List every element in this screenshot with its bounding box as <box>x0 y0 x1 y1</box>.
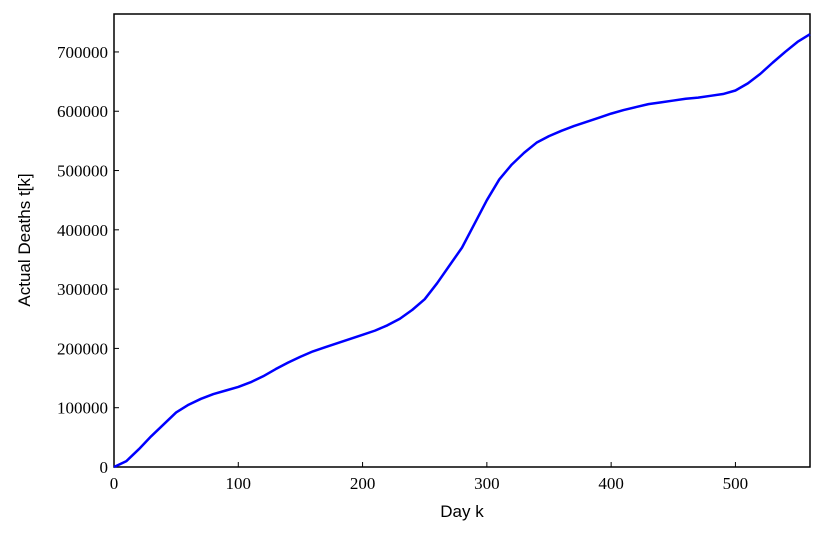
x-axis-label: Day k <box>440 502 484 521</box>
y-tick-label: 400000 <box>57 221 108 240</box>
x-tick-label: 300 <box>474 474 500 493</box>
y-tick-label: 100000 <box>57 399 108 418</box>
x-tick-label: 200 <box>350 474 376 493</box>
y-tick-label: 0 <box>100 458 109 477</box>
x-tick-label: 500 <box>723 474 749 493</box>
y-tick-label: 200000 <box>57 339 108 358</box>
y-tick-label: 600000 <box>57 102 108 121</box>
data-line <box>113 33 811 469</box>
y-axis-label: Actual Deaths t[k] <box>15 173 34 306</box>
x-tick-label: 400 <box>598 474 624 493</box>
x-tick-label: 0 <box>110 474 119 493</box>
y-tick-label: 300000 <box>57 280 108 299</box>
plot-frame <box>113 13 811 468</box>
y-tick-label: 700000 <box>57 43 108 62</box>
y-tick-label: 500000 <box>57 162 108 181</box>
x-tick-label: 100 <box>226 474 252 493</box>
